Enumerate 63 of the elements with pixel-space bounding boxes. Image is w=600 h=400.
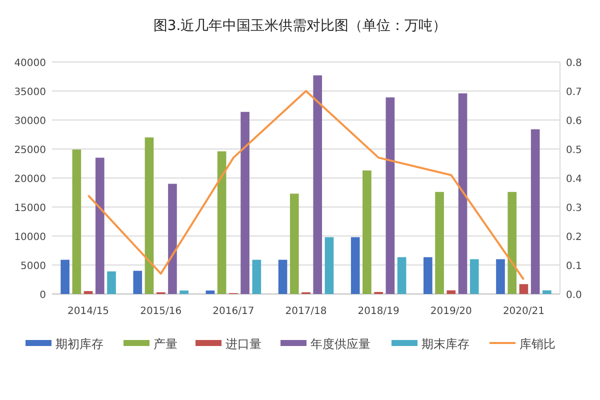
legend-label: 产量	[154, 337, 178, 351]
bar	[542, 290, 552, 294]
bar	[133, 270, 142, 294]
y-tick-label: 10000	[14, 232, 46, 243]
bar	[386, 97, 395, 294]
x-tick-label: 2020/21	[502, 306, 544, 317]
x-tick-label: 2014/15	[68, 306, 110, 317]
bar	[72, 150, 82, 294]
y-tick-label: 40000	[14, 58, 46, 69]
bar	[362, 170, 372, 294]
y-tick-label: 20000	[14, 174, 46, 185]
legend-label: 期初库存	[56, 337, 104, 351]
bar	[508, 192, 517, 294]
bar	[496, 259, 505, 294]
bar	[168, 184, 177, 294]
bar	[84, 291, 93, 294]
x-tick-label: 2015/16	[140, 306, 182, 317]
bar	[290, 194, 299, 294]
y2-tick-label: 0.2	[566, 232, 582, 243]
bar	[470, 259, 479, 294]
bar	[144, 137, 154, 294]
bar	[350, 237, 360, 294]
y2-tick-label: 0.3	[566, 203, 582, 214]
bar	[458, 93, 468, 294]
chart-title: 图3.近几年中国玉米供需对比图（单位：万吨）	[153, 18, 447, 34]
legend-label: 库销比	[520, 337, 556, 351]
bar	[435, 192, 444, 294]
y-tick-label: 35000	[14, 87, 46, 98]
legend-label: 期末库存	[422, 337, 470, 351]
y2-tick-label: 0.8	[566, 58, 582, 69]
legend-label: 年度供应量	[310, 337, 370, 351]
bar	[95, 158, 104, 294]
y2-tick-label: 0.0	[566, 290, 582, 301]
x-tick-label: 2017/18	[285, 306, 327, 317]
bar	[60, 260, 70, 294]
bar	[252, 260, 262, 294]
x-tick-label: 2019/20	[430, 306, 472, 317]
y2-tick-label: 0.4	[566, 174, 582, 185]
bar	[397, 257, 406, 294]
bar	[446, 290, 456, 294]
y2-tick-label: 0.1	[566, 261, 582, 272]
bar	[278, 260, 288, 294]
bar	[180, 290, 188, 294]
bar	[107, 271, 116, 294]
bar	[530, 129, 540, 294]
bar	[217, 151, 226, 294]
y-tick-label: 0	[40, 290, 46, 301]
bar	[206, 290, 215, 294]
y2-tick-label: 0.7	[566, 87, 582, 98]
bar	[519, 284, 528, 294]
y-tick-label: 5000	[20, 261, 46, 272]
bar	[424, 257, 432, 294]
y-tick-label: 30000	[14, 116, 46, 127]
y2-tick-label: 0.5	[566, 145, 582, 156]
x-tick-label: 2018/19	[358, 306, 400, 317]
y-tick-label: 25000	[14, 145, 46, 156]
x-tick-label: 2016/17	[212, 306, 254, 317]
bar	[324, 237, 334, 294]
y-tick-label: 15000	[14, 203, 46, 214]
y2-tick-label: 0.6	[566, 116, 582, 127]
legend-label: 进口量	[226, 337, 262, 351]
bar	[313, 75, 322, 294]
bar	[240, 112, 250, 294]
